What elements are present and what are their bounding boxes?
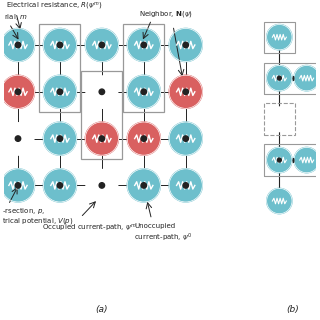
Circle shape: [141, 136, 147, 141]
Circle shape: [277, 76, 281, 80]
Circle shape: [169, 169, 202, 202]
Circle shape: [267, 25, 292, 50]
Text: Electrical resistance, $R(\psi^m)$: Electrical resistance, $R(\psi^m)$: [6, 1, 103, 12]
Bar: [81, 71, 122, 159]
Circle shape: [43, 122, 76, 155]
Circle shape: [294, 148, 319, 173]
Circle shape: [1, 28, 35, 61]
Circle shape: [294, 66, 319, 91]
Circle shape: [169, 75, 202, 108]
Circle shape: [57, 183, 63, 188]
Bar: [264, 62, 320, 94]
Circle shape: [141, 89, 147, 94]
Circle shape: [99, 183, 105, 188]
Circle shape: [127, 28, 160, 61]
Circle shape: [43, 28, 76, 61]
Circle shape: [57, 42, 63, 48]
Circle shape: [277, 158, 281, 162]
Circle shape: [141, 183, 147, 188]
Circle shape: [169, 28, 202, 61]
Circle shape: [1, 122, 35, 155]
Bar: [264, 103, 295, 135]
Circle shape: [43, 169, 76, 202]
Circle shape: [99, 42, 105, 48]
Text: Occupied current-path, $\psi^m$: Occupied current-path, $\psi^m$: [42, 223, 137, 235]
Text: rial, $m$: rial, $m$: [4, 12, 28, 21]
Circle shape: [85, 169, 118, 202]
Circle shape: [99, 136, 105, 141]
Bar: [39, 25, 80, 112]
Circle shape: [15, 183, 21, 188]
Text: (b): (b): [287, 305, 300, 314]
Bar: [123, 25, 164, 112]
Circle shape: [267, 66, 292, 91]
Text: (a): (a): [96, 305, 108, 314]
Circle shape: [169, 122, 202, 155]
Circle shape: [183, 42, 188, 48]
Circle shape: [57, 136, 63, 141]
Circle shape: [99, 89, 105, 94]
Circle shape: [267, 107, 292, 132]
Circle shape: [127, 122, 160, 155]
Circle shape: [141, 42, 147, 48]
Text: trical potential, $V(p)$: trical potential, $V(p)$: [2, 216, 74, 226]
Circle shape: [183, 136, 188, 141]
Circle shape: [43, 75, 76, 108]
Circle shape: [15, 136, 21, 141]
Bar: [264, 144, 320, 176]
Text: Neighbor, $\mathbf{N}(\psi)$: Neighbor, $\mathbf{N}(\psi)$: [139, 9, 193, 19]
Circle shape: [127, 169, 160, 202]
Circle shape: [267, 188, 292, 214]
Circle shape: [85, 122, 118, 155]
Circle shape: [15, 89, 21, 94]
Text: Unoccupied
current-path, $\psi^0$: Unoccupied current-path, $\psi^0$: [134, 223, 192, 244]
Circle shape: [15, 42, 21, 48]
Circle shape: [183, 89, 188, 94]
Circle shape: [1, 75, 35, 108]
Text: -rsection, $p$,: -rsection, $p$,: [2, 206, 45, 216]
Circle shape: [85, 75, 118, 108]
Circle shape: [1, 169, 35, 202]
Bar: [264, 21, 295, 53]
Circle shape: [183, 183, 188, 188]
Circle shape: [127, 75, 160, 108]
Circle shape: [267, 148, 292, 173]
Circle shape: [57, 89, 63, 94]
Circle shape: [85, 28, 118, 61]
